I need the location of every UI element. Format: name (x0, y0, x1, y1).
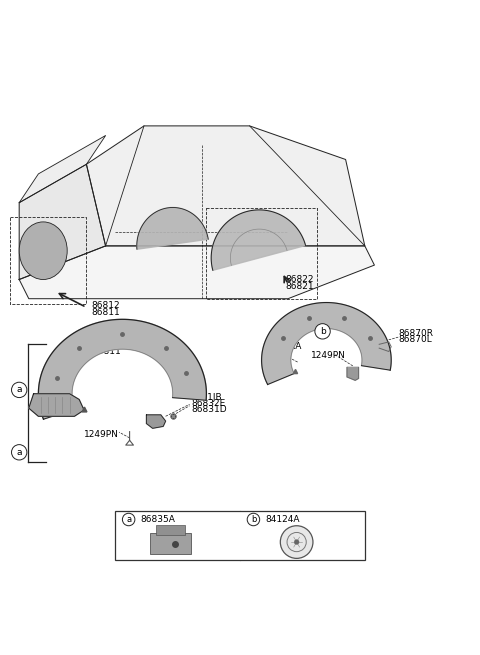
Polygon shape (38, 320, 206, 419)
Circle shape (294, 540, 299, 544)
Text: 86812: 86812 (92, 341, 121, 350)
Text: 86812: 86812 (91, 301, 120, 310)
Polygon shape (137, 208, 208, 250)
Ellipse shape (19, 222, 67, 280)
Text: 86821: 86821 (286, 282, 314, 291)
Polygon shape (262, 303, 391, 384)
Text: b: b (320, 327, 325, 336)
Text: 1249PN: 1249PN (84, 430, 119, 439)
Polygon shape (19, 136, 106, 202)
Polygon shape (347, 367, 359, 381)
Circle shape (12, 383, 27, 398)
Text: 86811: 86811 (91, 308, 120, 316)
Polygon shape (211, 210, 306, 271)
Circle shape (280, 526, 313, 558)
Text: a: a (16, 448, 22, 457)
Polygon shape (19, 246, 374, 299)
Circle shape (12, 445, 27, 460)
Bar (156, 525, 185, 535)
Polygon shape (29, 394, 84, 417)
Text: 1491JB: 1491JB (191, 392, 223, 402)
Polygon shape (146, 415, 166, 428)
Text: 86822: 86822 (286, 275, 314, 284)
Text: b: b (251, 515, 256, 524)
Text: 84124A: 84124A (265, 515, 300, 524)
Text: 1463AA: 1463AA (267, 342, 302, 351)
Text: 1463AA: 1463AA (36, 402, 71, 411)
Polygon shape (86, 126, 365, 246)
Circle shape (122, 514, 135, 526)
Circle shape (247, 514, 260, 526)
Text: 86870R: 86870R (398, 329, 433, 338)
Text: 86832E: 86832E (191, 399, 225, 408)
Text: 86831D: 86831D (191, 405, 227, 414)
Circle shape (315, 324, 330, 339)
Bar (150, 533, 191, 554)
Polygon shape (19, 164, 106, 280)
Text: a: a (126, 515, 131, 524)
Text: 86870L: 86870L (398, 335, 432, 345)
Text: 86811: 86811 (92, 348, 121, 356)
Text: 86835A: 86835A (140, 515, 175, 524)
Text: a: a (16, 385, 22, 394)
Bar (115, 511, 365, 560)
Text: 1249PN: 1249PN (311, 351, 346, 360)
